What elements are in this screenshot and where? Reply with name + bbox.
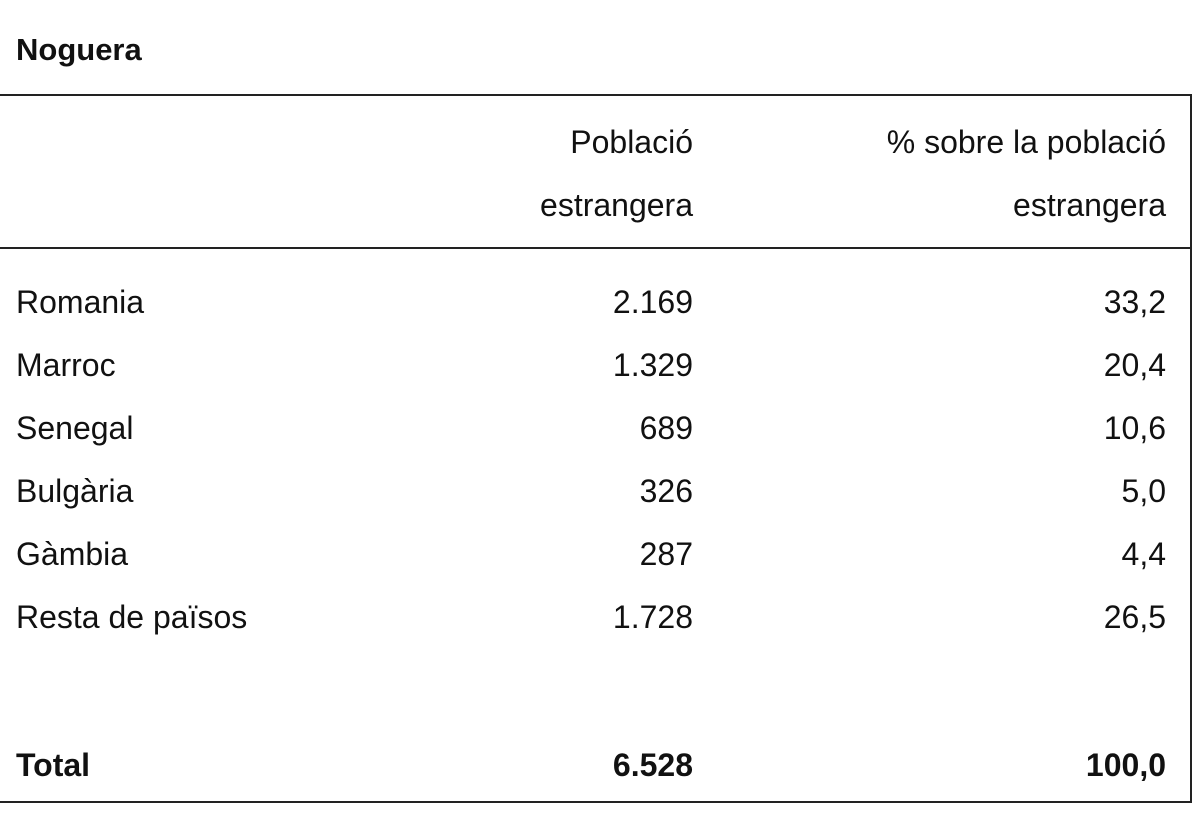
table-border (0, 94, 1192, 803)
row-label: Bulgària (16, 473, 134, 509)
cell: 1.728 (612, 599, 693, 635)
column-header: estrangera (1013, 187, 1166, 223)
cell: 689 (639, 410, 693, 446)
cell: 326 (639, 473, 693, 509)
cell: 1.329 (612, 347, 693, 383)
row-label: Romania (16, 284, 145, 320)
row-label: Gàmbia (16, 536, 129, 572)
cell: 33,2 (1103, 284, 1166, 320)
cell: 26,5 (1103, 599, 1166, 635)
total-label: Total (16, 747, 91, 783)
cell: 10,6 (1103, 410, 1166, 446)
cell: 20,4 (1103, 347, 1166, 383)
cell: 2.169 (612, 284, 693, 320)
cell: 5,0 (1121, 473, 1166, 509)
header-rule (0, 247, 1190, 249)
column-header: Població (570, 124, 693, 160)
cell: 4,4 (1121, 536, 1166, 572)
total-cell: 6.528 (612, 747, 693, 783)
column-header: % sobre la població (886, 124, 1166, 160)
total-cell: 100,0 (1085, 747, 1166, 783)
table-title: Noguera (16, 32, 142, 67)
column-header: estrangera (540, 187, 693, 223)
row-label: Resta de països (16, 599, 248, 635)
row-label: Senegal (16, 410, 134, 446)
row-label: Marroc (16, 347, 116, 383)
cell: 287 (639, 536, 693, 572)
